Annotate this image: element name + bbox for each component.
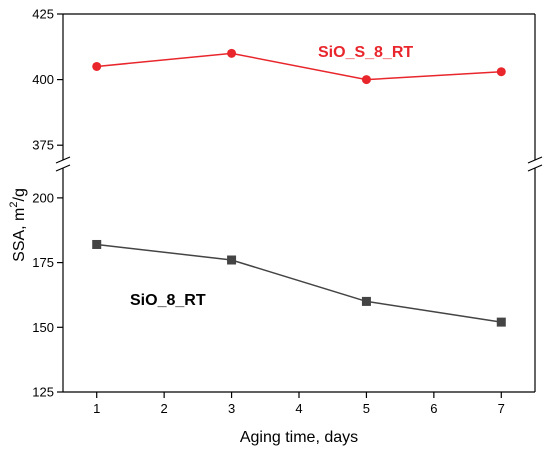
y-axis-title-main: SSA, m [11,208,28,262]
y-tick-label-175: 175 [32,255,54,270]
y-tick-label-150: 150 [32,320,54,335]
data-point-sio-s-8-rt-7 [496,67,506,77]
x-tick-label-6: 6 [430,401,437,416]
x-tick-label-3: 3 [228,401,235,416]
series-label-sio-8-rt: SiO_8_RT [130,292,206,309]
data-point-sio-8-rt-5 [361,296,371,306]
y-tick-label-425: 425 [32,7,54,22]
series-line-sio-s-8-rt [96,52,502,81]
y-tick-label-200: 200 [32,190,54,205]
x-tick-label-1: 1 [93,401,100,416]
data-point-sio-s-8-rt-3 [227,48,237,58]
series-label-sio-s-8-rt: SiO_S_8_RT [318,44,413,61]
y-axis-title-tail: /g [11,188,28,201]
y-tick-label-125: 125 [32,385,54,400]
data-point-sio-s-8-rt-5 [361,75,371,85]
ticks: 1 2 3 4 5 6 7 375 400 425 125 150 175 200 [32,7,505,417]
svg-text:SSA, m2/g: SSA, m2/g [8,188,28,262]
data-point-sio-8-rt-1 [92,239,102,249]
left-axis-break-mark-1 [55,164,71,172]
series-line-sio-8-rt [96,243,502,323]
x-axis-title: Aging time, days [240,429,358,446]
series-layer [92,48,506,327]
data-point-sio-s-8-rt-1 [92,61,102,71]
right-axis-break-mark-0 [527,156,543,164]
y-axis-title: SSA, m2/g [8,188,28,262]
x-tick-label-2: 2 [161,401,168,416]
x-tick-label-5: 5 [363,401,370,416]
right-axis-break-mark-1 [527,164,543,172]
left-axis-break-mark-0 [55,156,71,164]
data-point-sio-8-rt-7 [496,317,506,327]
data-point-sio-8-rt-3 [227,255,237,265]
y-tick-label-400: 400 [32,72,54,87]
y-tick-label-375: 375 [32,138,54,153]
axes [55,13,543,393]
x-tick-label-7: 7 [498,401,505,416]
y-axis-title-superscript: 2 [8,201,20,207]
x-tick-label-4: 4 [295,401,302,416]
